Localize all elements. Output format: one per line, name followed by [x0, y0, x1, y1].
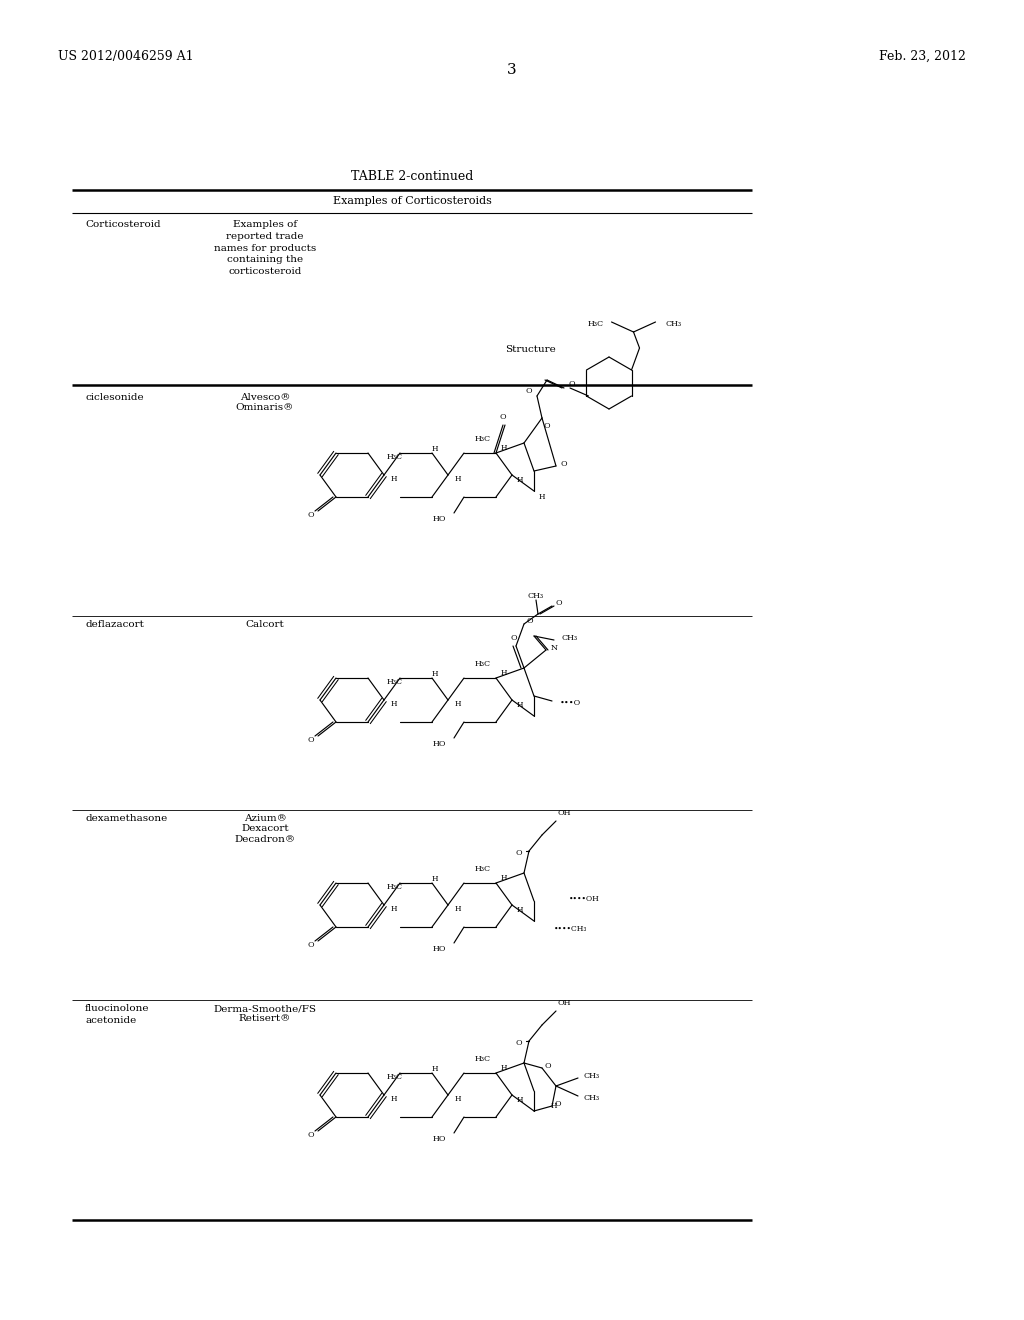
Text: O: O	[525, 387, 532, 395]
Text: N: N	[551, 644, 557, 652]
Text: O: O	[511, 634, 517, 642]
Text: H: H	[432, 875, 438, 883]
Text: •••O: •••O	[560, 700, 582, 708]
Text: H: H	[391, 906, 397, 913]
Text: ••••CH₃: ••••CH₃	[554, 925, 588, 933]
Text: Examples of Corticosteroids: Examples of Corticosteroids	[333, 195, 492, 206]
Text: H₃C: H₃C	[475, 436, 490, 444]
Text: Derma-Smoothe/FS
Retisert®: Derma-Smoothe/FS Retisert®	[213, 1005, 316, 1023]
Text: O: O	[500, 413, 506, 421]
Text: O: O	[561, 459, 567, 469]
Text: O: O	[544, 422, 550, 430]
Text: Examples of
reported trade
names for products
containing the
corticosteroid: Examples of reported trade names for pro…	[214, 220, 316, 276]
Text: HO: HO	[432, 945, 446, 953]
Text: H: H	[501, 444, 507, 451]
Text: 3: 3	[507, 63, 517, 77]
Text: H₃C: H₃C	[387, 678, 403, 686]
Text: HO: HO	[432, 741, 446, 748]
Text: H: H	[551, 1102, 557, 1110]
Text: OH: OH	[557, 999, 570, 1007]
Text: O: O	[568, 380, 575, 388]
Text: H: H	[517, 701, 523, 709]
Text: H: H	[517, 906, 523, 913]
Text: H: H	[501, 669, 507, 677]
Text: H: H	[517, 1096, 523, 1104]
Text: H: H	[501, 874, 507, 882]
Text: Feb. 23, 2012: Feb. 23, 2012	[880, 50, 966, 63]
Text: CH₃: CH₃	[528, 591, 544, 601]
Text: Structure: Structure	[505, 345, 555, 354]
Text: O: O	[516, 1039, 522, 1047]
Text: H: H	[391, 475, 397, 483]
Text: O: O	[555, 1100, 561, 1107]
Text: CH₃: CH₃	[562, 634, 579, 642]
Text: H: H	[455, 1096, 461, 1104]
Text: O: O	[307, 1131, 314, 1139]
Text: O: O	[526, 616, 534, 624]
Text: O: O	[307, 511, 314, 519]
Text: H₃C: H₃C	[475, 865, 490, 873]
Text: CH₃: CH₃	[584, 1072, 600, 1080]
Text: H: H	[432, 1065, 438, 1073]
Text: CH₃: CH₃	[584, 1094, 600, 1102]
Text: O: O	[307, 941, 314, 949]
Text: H: H	[432, 671, 438, 678]
Text: Calcort: Calcort	[246, 620, 285, 630]
Text: ••••OH: ••••OH	[569, 895, 600, 903]
Text: TABLE 2-continued: TABLE 2-continued	[351, 170, 473, 183]
Text: Alvesco®
Ominaris®: Alvesco® Ominaris®	[236, 393, 294, 412]
Text: OH: OH	[557, 809, 570, 817]
Text: O: O	[556, 599, 562, 607]
Text: O: O	[545, 1063, 551, 1071]
Text: ciclesonide: ciclesonide	[85, 393, 143, 403]
Text: HO: HO	[432, 1135, 446, 1143]
Text: fluocinolone
acetonide: fluocinolone acetonide	[85, 1005, 150, 1024]
Text: H: H	[455, 475, 461, 483]
Text: dexamethasone: dexamethasone	[85, 814, 167, 822]
Text: H₃C: H₃C	[475, 660, 490, 668]
Text: H₃C: H₃C	[387, 883, 403, 891]
Text: Corticosteroid: Corticosteroid	[85, 220, 161, 228]
Text: Azium®
Dexacort
Decadron®: Azium® Dexacort Decadron®	[234, 814, 296, 843]
Text: H: H	[455, 700, 461, 708]
Text: O: O	[516, 849, 522, 857]
Text: CH₃: CH₃	[666, 319, 682, 327]
Text: H₃C: H₃C	[387, 1073, 403, 1081]
Text: H: H	[539, 492, 545, 502]
Text: H₃C: H₃C	[475, 1055, 490, 1063]
Text: HO: HO	[432, 515, 446, 523]
Text: H: H	[391, 700, 397, 708]
Text: H: H	[455, 906, 461, 913]
Text: US 2012/0046259 A1: US 2012/0046259 A1	[58, 50, 194, 63]
Text: H: H	[501, 1064, 507, 1072]
Text: H₃C: H₃C	[588, 319, 603, 327]
Text: H: H	[517, 477, 523, 484]
Text: H₃C: H₃C	[387, 453, 403, 461]
Text: deflazacort: deflazacort	[85, 620, 144, 630]
Text: O: O	[307, 737, 314, 744]
Text: H: H	[432, 445, 438, 453]
Text: H: H	[391, 1096, 397, 1104]
